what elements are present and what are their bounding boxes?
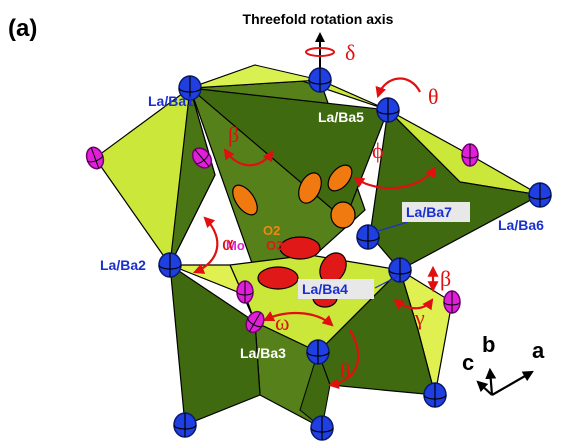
site-label-la-ba7: La/Ba7 [406, 204, 452, 220]
o3-atom [257, 266, 299, 290]
o2-atom [330, 201, 356, 229]
site-label-la-ba2: La/Ba2 [100, 257, 146, 273]
polyhedron-right-top-dark [369, 108, 542, 271]
site-label-la-ba6: La/Ba6 [498, 217, 544, 233]
la-ba4-label-box [298, 279, 374, 299]
leader-lines [374, 221, 409, 289]
omega-arc [263, 311, 334, 327]
angle-beta-right: β [440, 266, 451, 291]
site-label-o3: O3 [266, 238, 283, 253]
angle-alpha: α [222, 230, 234, 255]
polyhedron-top-center-light2 [189, 64, 321, 89]
theta-top-arc [375, 77, 421, 99]
crystal-axes [476, 367, 534, 396]
angle-omega: ω [275, 310, 289, 335]
o2-atom [232, 184, 258, 216]
alpha-arc [192, 216, 219, 274]
site-label-mo: Mo [226, 238, 245, 253]
site-label-la-ba5: La/Ba5 [318, 109, 364, 125]
panel-label: (a) [8, 15, 37, 42]
site-label-o2: O2 [263, 223, 280, 238]
site-label-la-ba3: La/Ba3 [240, 345, 286, 361]
o2-atom [298, 172, 322, 204]
axis-label-c: c [462, 350, 474, 375]
theta-bottom-arc [327, 329, 360, 389]
angle-phi: ϕ [372, 138, 384, 163]
phi-arc [353, 166, 437, 190]
polyhedron-top-left-dark [169, 87, 216, 266]
angle-arcs [192, 77, 439, 389]
angle-theta-bottom: θ [340, 358, 351, 383]
polyhedron-left-lower-dark [169, 263, 261, 426]
angle-delta: δ [345, 40, 355, 65]
angle-gamma: γ [414, 305, 425, 330]
angle-theta-top: θ [428, 84, 439, 109]
axis-title: Threefold rotation axis [243, 11, 394, 27]
angle-beta-left: β [228, 122, 239, 147]
site-label-la-ba1: La/Ba1 [148, 93, 194, 109]
axis-label-b: b [482, 332, 495, 357]
o2-atom [327, 164, 353, 192]
oxygen-atoms [232, 164, 356, 308]
la-ba7-label-box [402, 202, 470, 222]
axis-label-a: a [532, 338, 545, 363]
beta-left-arc [223, 148, 274, 167]
gamma-arc [393, 298, 434, 311]
site-label-la-ba4: La/Ba4 [302, 281, 348, 297]
text-labels: (a) Threefold rotation axis La/Ba1 La/Ba… [8, 11, 544, 383]
o3-atom [279, 236, 321, 260]
